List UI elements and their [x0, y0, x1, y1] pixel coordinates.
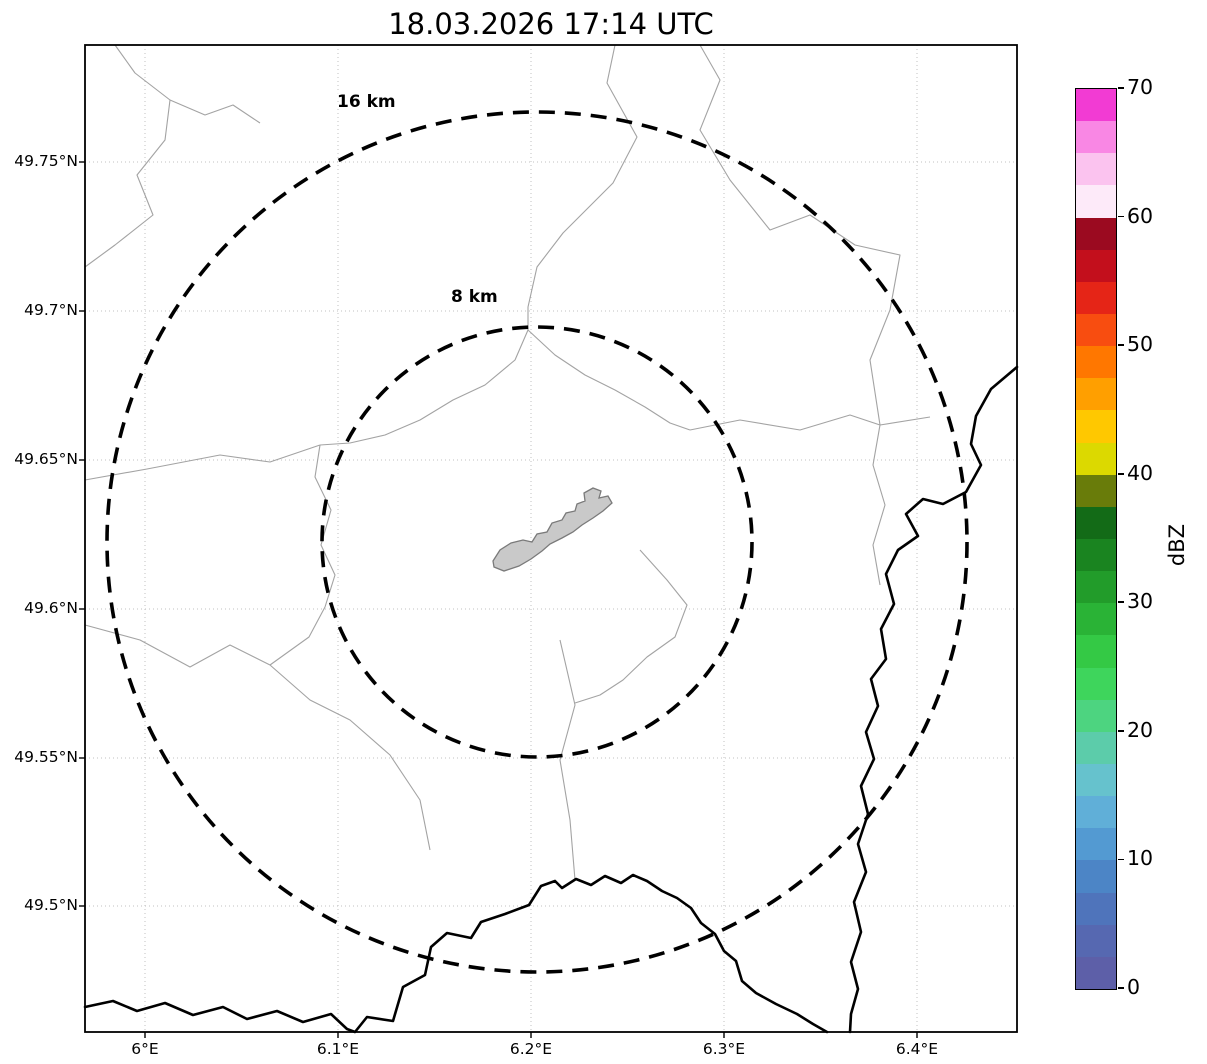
range-ring-label: 16 km	[337, 92, 396, 112]
x-tick-label: 6.3°E	[702, 1040, 746, 1058]
colorbar-band	[1076, 666, 1116, 700]
colorbar-band	[1076, 731, 1116, 764]
colorbar-band	[1076, 795, 1116, 829]
colorbar-gradient	[1076, 89, 1116, 989]
colorbar-tick	[1118, 215, 1124, 218]
y-tick-label: 49.6°N	[24, 599, 78, 617]
colorbar-band	[1076, 313, 1116, 347]
colorbar-band	[1076, 859, 1116, 893]
admin-boundary-line	[699, 44, 901, 426]
admin-boundary-line	[269, 444, 336, 666]
colorbar-band	[1076, 924, 1116, 957]
map-frame	[84, 44, 1018, 1033]
y-tick-label: 49.75°N	[14, 152, 78, 170]
colorbar-tick-label: 40	[1127, 460, 1154, 485]
colorbar-tick-label: 20	[1127, 717, 1154, 742]
figure-title: 18.03.2026 17:14 UTC	[388, 7, 714, 41]
admin-boundary-line	[527, 329, 691, 431]
colorbar-band	[1076, 634, 1116, 668]
colorbar-band	[1076, 89, 1116, 122]
colorbar-tick-label: 0	[1127, 975, 1141, 999]
colorbar-band	[1076, 699, 1116, 732]
colorbar-band	[1076, 216, 1116, 250]
range-ring	[105, 110, 969, 974]
colorbar-band	[1076, 409, 1116, 443]
admin-boundary-line	[872, 424, 886, 586]
admin-boundary-line	[574, 549, 688, 704]
colorbar-band	[1076, 377, 1116, 411]
y-tick-label: 49.55°N	[14, 748, 78, 766]
colorbar-band	[1076, 602, 1116, 636]
colorbar-band	[1076, 956, 1116, 989]
colorbar-tick	[1118, 987, 1124, 989]
colorbar-band	[1076, 152, 1116, 186]
colorbar-band	[1076, 570, 1116, 604]
x-tick-label: 6.1°E	[316, 1040, 360, 1058]
colorbar-band	[1076, 184, 1116, 218]
x-tick-label: 6.2°E	[509, 1040, 553, 1058]
national-border-line	[83, 873, 829, 1034]
colorbar-tick	[1118, 344, 1124, 346]
colorbar-band	[1076, 827, 1116, 861]
colorbar-band	[1076, 345, 1116, 379]
x-tick-label: 6°E	[131, 1040, 159, 1058]
admin-boundary-line	[689, 414, 931, 431]
colorbar-tick-label: 60	[1127, 203, 1154, 228]
colorbar	[1075, 88, 1117, 990]
colorbar-band	[1076, 281, 1116, 314]
colorbar-band	[1076, 891, 1116, 925]
radar-map: 16 km 8 km	[79, 44, 1019, 1038]
admin-boundary-line	[84, 624, 431, 851]
colorbar-tick-label: 10	[1127, 846, 1154, 871]
colorbar-tick	[1118, 858, 1124, 861]
range-ring-label: 8 km	[451, 287, 498, 307]
admin-boundary-line	[169, 99, 261, 124]
colorbar-band	[1076, 120, 1116, 154]
airport-area-polygon	[492, 487, 613, 572]
colorbar-band	[1076, 538, 1116, 572]
colorbar-band	[1076, 474, 1116, 507]
colorbar-band	[1076, 249, 1116, 282]
y-tick-label: 49.7°N	[24, 301, 78, 319]
x-tick-label: 6.4°E	[895, 1040, 939, 1058]
colorbar-band	[1076, 763, 1116, 797]
colorbar-tick	[1118, 472, 1124, 475]
y-tick-label: 49.65°N	[14, 450, 78, 468]
admin-boundary-line	[559, 639, 576, 881]
admin-boundary-line	[84, 444, 321, 481]
colorbar-tick-label: 50	[1127, 332, 1154, 357]
colorbar-tick-label: 70	[1127, 75, 1154, 99]
colorbar-band	[1076, 506, 1116, 539]
range-ring	[320, 325, 754, 759]
colorbar-tick-label: 30	[1127, 589, 1154, 614]
colorbar-axis-label: dBZ	[1165, 523, 1189, 567]
colorbar-band	[1076, 441, 1116, 475]
colorbar-tick	[1118, 730, 1124, 732]
colorbar-tick	[1118, 601, 1124, 604]
admin-boundary-line	[84, 44, 171, 268]
colorbar-tick	[1118, 87, 1124, 89]
national-border-line	[848, 365, 1019, 1034]
y-tick-label: 49.5°N	[24, 896, 78, 914]
